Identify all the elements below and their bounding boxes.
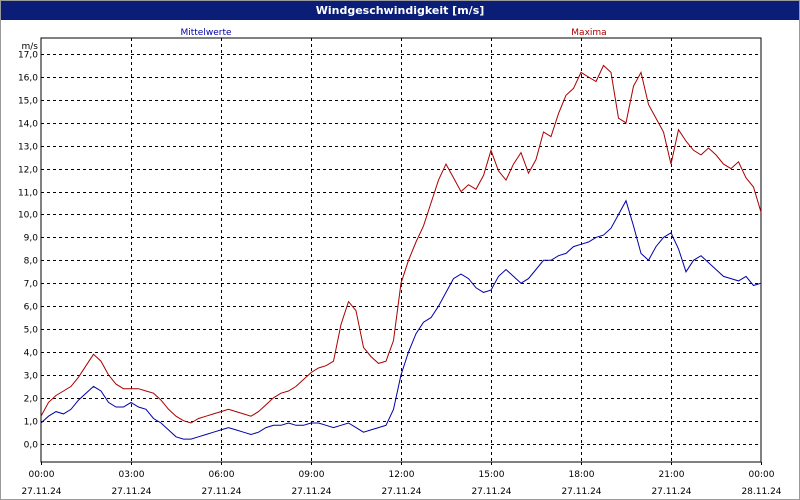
y-tick-label: 13,0 — [18, 143, 38, 153]
y-tick-label: 6,0 — [24, 303, 39, 313]
y-tick-label: 17,0 — [18, 51, 38, 61]
x-tick-date-label: 27.11.24 — [21, 487, 61, 497]
y-tick-label: 3,0 — [24, 372, 39, 382]
x-tick-time-label: 03:00 — [119, 470, 145, 480]
x-tick-date-label: 27.11.24 — [291, 487, 331, 497]
y-tick-label: 0,0 — [24, 441, 39, 451]
x-tick-date-label: 28.11.24 — [741, 487, 781, 497]
x-tick-date-label: 27.11.24 — [651, 487, 691, 497]
legend-label-maxima: Maxima — [571, 28, 606, 38]
x-tick-time-label: 18:00 — [569, 470, 595, 480]
y-tick-label: 8,0 — [24, 257, 39, 267]
y-axis-label: m/s — [22, 42, 39, 52]
x-tick-time-label: 06:00 — [209, 470, 235, 480]
y-tick-label: 7,0 — [24, 280, 39, 290]
x-tick-time-label: 00:00 — [749, 470, 775, 480]
y-tick-label: 16,0 — [18, 74, 38, 84]
x-tick-date-label: 27.11.24 — [111, 487, 151, 497]
y-tick-label: 2,0 — [24, 395, 39, 405]
y-tick-label: 12,0 — [18, 166, 38, 176]
chart-title: Windgeschwindigkeit [m/s] — [1, 1, 799, 20]
x-tick-time-label: 21:00 — [659, 470, 685, 480]
x-tick-time-label: 09:00 — [299, 470, 325, 480]
y-tick-label: 1,0 — [24, 418, 39, 428]
x-tick-time-label: 12:00 — [389, 470, 415, 480]
series-line-mittelwerte — [40, 199, 762, 440]
x-tick-time-label: 15:00 — [479, 470, 505, 480]
y-tick-label: 14,0 — [18, 120, 38, 130]
y-tick-label: 11,0 — [18, 189, 38, 199]
y-tick-label: 15,0 — [18, 97, 38, 107]
series-line-maxima — [40, 64, 762, 424]
y-tick-label: 10,0 — [18, 211, 38, 221]
y-tick-label: 9,0 — [24, 234, 39, 244]
x-tick-date-label: 27.11.24 — [471, 487, 511, 497]
x-tick-date-label: 27.11.24 — [201, 487, 241, 497]
x-tick-date-label: 27.11.24 — [381, 487, 421, 497]
y-tick-label: 5,0 — [24, 326, 39, 336]
y-tick-label: 4,0 — [24, 349, 39, 359]
legend-label-mittelwerte: Mittelwerte — [180, 28, 231, 38]
x-tick-time-label: 00:00 — [29, 470, 55, 480]
x-tick-date-label: 27.11.24 — [561, 487, 601, 497]
